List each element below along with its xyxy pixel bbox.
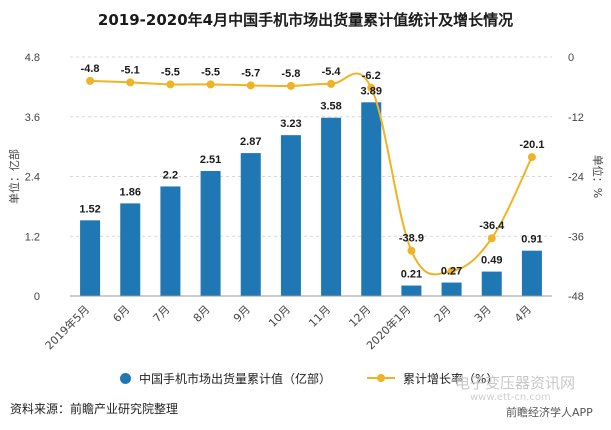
x-tick-label: 7月 [151,303,173,325]
source-note: 资料来源：前瞻产业研究院整理 [10,402,179,416]
legend-bar-swatch [120,372,131,384]
y-right-tick-label: -48 [568,291,584,303]
grid-lines [70,56,552,237]
y-left-axis-title: 单位：亿部 [7,149,21,204]
bar [200,171,221,296]
line-value-label: -5.4 [322,66,342,78]
y-left-tick-label: 0 [34,291,40,303]
bar-value-label: 2.87 [240,136,261,148]
line-point [86,76,95,85]
line-value-label: -4.8 [81,63,100,75]
data-labels: 1.52 1.86 2.2 2.51 2.87 3.23 3.58 3.89 0.21 0.27 0… [79,63,544,281]
x-tick-label: 2月 [432,303,454,325]
line-value-label: -5.1 [121,64,140,76]
bar [120,203,141,296]
x-tick-label: 9月 [231,303,253,325]
y-right-axis-title: 单位：% [591,155,605,198]
bar [280,135,301,296]
bar-value-label: 0.91 [521,234,542,246]
bar-value-label: 0.21 [401,269,422,281]
y-left-tick-label: 3.6 [25,112,40,124]
watermark-brand: 电子变压器资讯网 [455,374,576,392]
y-right-tick-label: 0 [568,52,574,64]
line-point [206,80,215,89]
x-tick-label: 2019年5月 [42,302,92,352]
bar-value-label: 3.58 [320,101,341,113]
bar [361,102,382,296]
line-point [447,267,456,276]
bar [321,117,342,296]
watermark-app: 前瞻经济学人APP [506,406,593,419]
bar-value-label: 1.86 [120,186,141,198]
bar [240,153,261,296]
watermark-url: www.ett-cn.com [470,392,551,403]
line-point [286,81,295,90]
bar [481,271,502,296]
x-tick-label: 6月 [110,303,132,325]
x-tick-label: 12月 [347,303,374,330]
legend-item-line: 累计增长率（%） [367,370,498,387]
bar-value-label: 0.27 [441,266,462,278]
x-tick-label: 11月 [306,303,333,330]
bar-value-label: 2.51 [200,154,221,166]
line-point [407,246,416,255]
x-tick-label: 8月 [191,303,213,325]
y-right-tick-label: -24 [568,172,584,184]
line-series [86,72,536,276]
x-tick-label: 3月 [472,303,494,325]
legend-line-label: 累计增长率（%） [403,371,499,386]
line-value-label: -5.5 [161,66,180,78]
bar [441,282,462,296]
bar-value-label: 0.49 [481,255,502,267]
bar-value-label: 2.2 [163,169,178,181]
line-point [327,79,336,88]
line-value-label: -5.8 [281,68,300,80]
growth-line [90,72,533,276]
y-left-tick-label: 2.4 [25,172,40,184]
line-value-label: -6.2 [362,70,381,82]
line-point [367,83,376,92]
bar-value-label: 3.89 [361,85,382,97]
y-left-tick-label: 1.2 [25,231,40,243]
bar [521,250,542,296]
bar-series [80,102,542,296]
y-left-tick-label: 4.8 [25,52,40,64]
bar [401,285,422,296]
legend-line-swatch [367,374,396,382]
x-tick-label: 4月 [512,303,534,325]
line-value-label: -5.7 [241,67,260,79]
legend: 中国手机市场出货量累计值（亿部） 累计增长率（%） [120,368,534,388]
y-right-tick-label: -36 [568,231,584,243]
bar-value-label: 1.52 [79,203,100,215]
line-value-label: -20.1 [519,139,544,151]
line-point [246,81,255,90]
bar [80,220,101,296]
line-point [166,80,175,89]
y-right-tick-label: -12 [568,112,584,124]
bar [160,186,181,296]
bar-value-label: 3.23 [280,118,301,130]
line-point [487,234,496,243]
chart-title: 2019-2020年4月中国手机市场出货量累计值统计及增长情况 [97,11,514,29]
legend-item-bar: 中国手机市场出货量累计值（亿部） [120,370,331,387]
line-value-label: -5.5 [201,66,220,78]
legend-bar-label: 中国手机市场出货量累计值（亿部） [139,371,332,386]
x-tick-label: 10月 [266,303,293,330]
line-value-label: -36.4 [479,220,505,232]
line-value-label: -38.9 [399,233,424,245]
line-point [527,153,536,162]
line-point [126,78,135,87]
